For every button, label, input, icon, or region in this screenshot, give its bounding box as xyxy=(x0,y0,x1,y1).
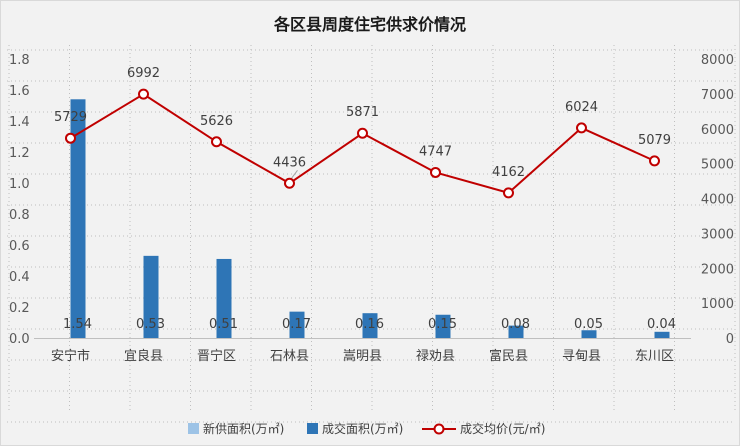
right-axis-tick: 8000 xyxy=(701,53,734,68)
bar-deal-area xyxy=(654,331,670,338)
bar-deal-area xyxy=(508,325,524,338)
bar-data-label: 0.53 xyxy=(136,317,165,332)
category-label: 寻甸县 xyxy=(562,349,601,364)
legend-new-supply: 新供面积(万㎡) xyxy=(203,421,284,436)
bar-deal-area xyxy=(143,255,159,338)
left-axis-tick: 0.2 xyxy=(9,301,30,316)
price-point xyxy=(138,88,149,100)
left-axis-tick: 1.8 xyxy=(9,53,30,68)
bar-data-label: 0.15 xyxy=(428,317,457,332)
grid-lines xyxy=(7,45,736,423)
bar-deal-area xyxy=(216,258,232,338)
bar-data-label: 0.05 xyxy=(574,317,603,332)
right-axis-tick: 2000 xyxy=(701,262,734,277)
left-axis-tick: 0.0 xyxy=(9,332,30,347)
right-axis-tick: 1000 xyxy=(701,297,734,312)
price-points xyxy=(65,88,660,199)
price-point xyxy=(503,187,514,199)
right-axis-tick: 7000 xyxy=(701,88,734,103)
category-label: 富民县 xyxy=(489,348,528,364)
bar-data-label: 0.51 xyxy=(209,317,238,332)
left-axis-ticks: 0.0 0.2 0.4 0.6 0.8 1.0 1.2 1.4 1.6 1.8 xyxy=(9,53,30,347)
label-leader-line xyxy=(291,169,298,179)
category-label: 禄劝县 xyxy=(416,349,455,364)
category-label: 石林县 xyxy=(270,349,309,364)
price-data-label: 4162 xyxy=(492,165,525,180)
category-labels: 安宁市 宜良县 晋宁区 石林县 嵩明县 禄劝县 富民县 寻甸县 东川区 xyxy=(51,348,674,364)
bar-data-label: 1.54 xyxy=(63,317,92,332)
category-label: 晋宁区 xyxy=(197,348,236,364)
bar-data-label: 0.08 xyxy=(501,317,530,332)
category-label: 嵩明县 xyxy=(343,349,382,364)
price-point xyxy=(649,155,660,167)
price-data-label: 4747 xyxy=(419,144,452,159)
left-axis-tick: 0.4 xyxy=(9,270,30,285)
price-data-label: 5079 xyxy=(638,133,671,148)
price-point xyxy=(357,127,368,139)
bars xyxy=(70,99,670,338)
bar-deal-area xyxy=(289,311,305,338)
legend-swatch-new-supply xyxy=(188,423,199,434)
right-axis-tick: 5000 xyxy=(701,158,734,173)
bar-deal-area xyxy=(70,99,86,338)
left-axis-tick: 0.8 xyxy=(9,208,30,223)
bar-data-label: 0.17 xyxy=(282,317,311,332)
right-axis-tick: 6000 xyxy=(701,123,734,138)
chart-title: 各区县周度住宅供求价情况 xyxy=(273,15,466,34)
right-axis-ticks: 0 1000 2000 3000 4000 5000 6000 7000 8000 xyxy=(701,53,734,347)
bar-deal-area xyxy=(581,330,597,338)
price-data-label: 5729 xyxy=(54,110,87,125)
left-axis-tick: 1.2 xyxy=(9,146,30,161)
legend-swatch-deal-area xyxy=(307,423,318,434)
price-data-label: 6024 xyxy=(565,100,598,115)
right-axis-tick: 0 xyxy=(726,332,734,347)
price-point xyxy=(65,132,76,144)
category-label: 安宁市 xyxy=(51,348,90,364)
bar-data-label: 0.04 xyxy=(647,317,676,332)
price-data-label: 5626 xyxy=(200,114,233,129)
left-axis-tick: 1.6 xyxy=(9,84,30,99)
price-data-label: 4436 xyxy=(273,155,306,170)
bar-deal-area xyxy=(362,313,378,338)
left-axis-tick: 0.6 xyxy=(9,239,30,254)
bar-data-labels: 1.54 0.53 0.51 0.17 0.16 0.15 0.08 0.05 0.04 xyxy=(63,317,676,332)
price-point xyxy=(576,122,587,134)
left-axis-tick: 1.4 xyxy=(9,115,30,130)
price-point xyxy=(284,177,295,189)
price-data-labels: 5729 6992 5626 4436 5871 4747 4162 6024 5079 xyxy=(54,66,671,180)
price-data-label: 6992 xyxy=(127,66,160,81)
price-point xyxy=(211,136,222,148)
right-axis-tick: 4000 xyxy=(701,193,734,208)
legend: 新供面积(万㎡) 成交面积(万㎡) 成交均价(元/㎡) xyxy=(188,421,545,436)
bar-data-label: 0.16 xyxy=(355,317,384,332)
category-label: 宜良县 xyxy=(124,348,163,364)
right-axis-tick: 3000 xyxy=(701,227,734,242)
left-axis-tick: 1.0 xyxy=(9,177,30,192)
category-label: 东川区 xyxy=(635,349,674,364)
bar-deal-area xyxy=(435,314,451,338)
legend-avg-price: 成交均价(元/㎡) xyxy=(460,421,545,436)
price-data-label: 5871 xyxy=(346,105,379,120)
legend-deal-area: 成交面积(万㎡) xyxy=(322,421,403,436)
legend-marker-price xyxy=(433,423,445,435)
price-point xyxy=(430,166,441,178)
